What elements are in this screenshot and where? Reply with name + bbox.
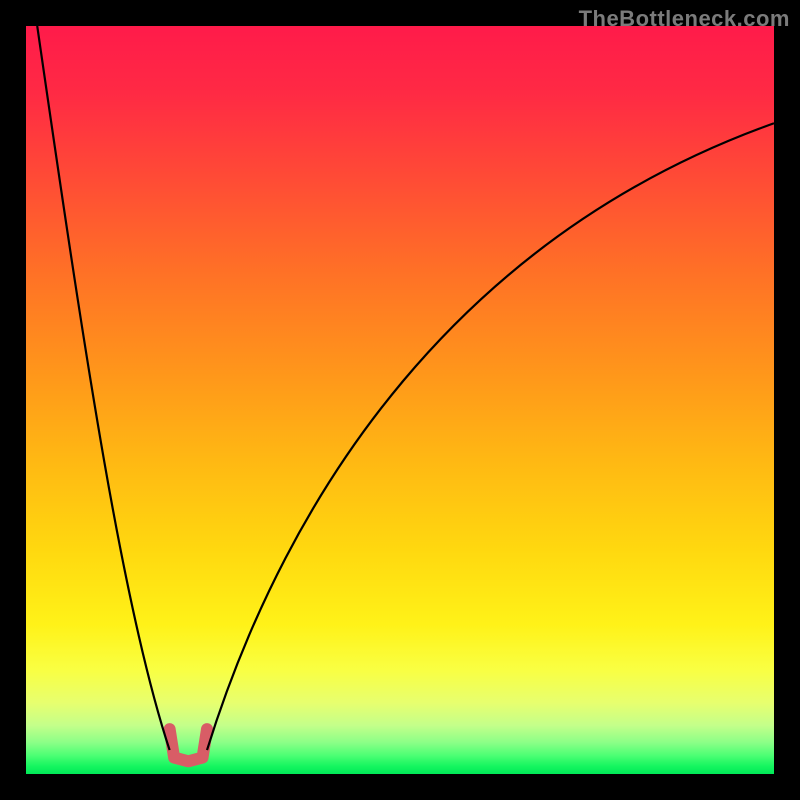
gradient-background <box>26 26 774 774</box>
watermark-text: TheBottleneck.com <box>579 6 790 32</box>
plot-svg <box>26 26 774 774</box>
plot-area <box>26 26 774 774</box>
chart-frame: TheBottleneck.com <box>0 0 800 800</box>
